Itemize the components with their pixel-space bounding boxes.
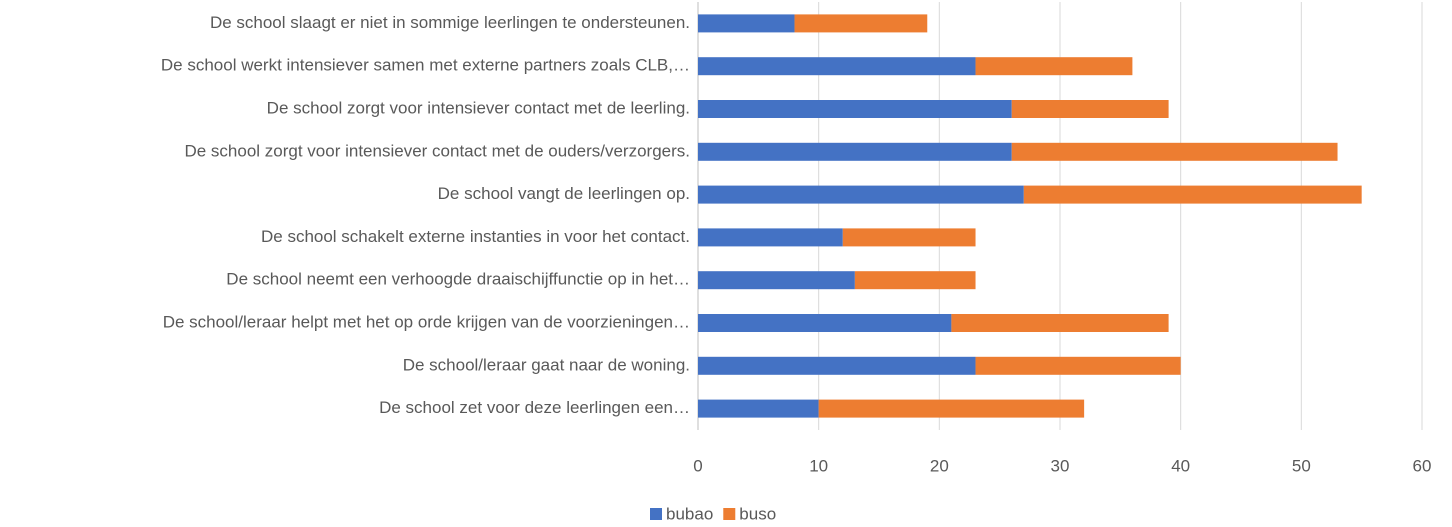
bar-segment — [1023, 185, 1362, 204]
bar-segment — [951, 314, 1169, 332]
y-tick-label: De school zorgt voor intensiever contact… — [267, 98, 690, 117]
bar-segment — [698, 228, 843, 247]
bar-segment — [842, 228, 976, 247]
x-tick-label: 40 — [1171, 456, 1190, 475]
legend-swatch — [723, 508, 736, 520]
bar-segment — [698, 185, 1024, 204]
bar-segment — [975, 57, 1133, 76]
legend-swatch — [650, 508, 662, 520]
x-tick-label: 20 — [930, 456, 949, 475]
y-tick-label: De school schakelt externe instanties in… — [261, 227, 690, 246]
bar-segment — [698, 356, 976, 375]
legend-label: buso — [739, 504, 776, 523]
legend-label: bubao — [666, 504, 713, 523]
bar-segment — [1011, 100, 1169, 118]
x-tick-label: 60 — [1413, 456, 1432, 475]
bar-segment — [698, 142, 1012, 161]
bar-segment — [698, 100, 1012, 118]
y-tick-label: De school werkt intensiever samen met ex… — [161, 56, 690, 75]
bar-segment — [854, 271, 976, 290]
y-tick-label: De school neemt een verhoogde draaischij… — [226, 270, 690, 289]
y-tick-label: De school vangt de leerlingen op. — [438, 184, 690, 203]
x-tick-label: 0 — [693, 456, 702, 475]
bar-segment — [1011, 142, 1338, 161]
bar-segment — [698, 399, 819, 418]
y-tick-label: De school slaagt er niet in sommige leer… — [210, 13, 690, 32]
bar-segment — [818, 399, 1085, 418]
x-tick-label: 50 — [1292, 456, 1311, 475]
bar-segment — [698, 57, 976, 76]
y-tick-label: De school zorgt voor intensiever contact… — [184, 141, 690, 160]
bar-segment — [794, 14, 928, 33]
x-tick-label: 10 — [809, 456, 828, 475]
bar-segment — [698, 314, 952, 332]
y-tick-label: De school/leraar gaat naar de woning. — [403, 355, 690, 374]
y-tick-label: De school zet voor deze leerlingen een… — [379, 398, 690, 417]
y-tick-label: De school/leraar helpt met het op orde k… — [163, 312, 690, 331]
x-tick-label: 30 — [1051, 456, 1070, 475]
bar-segment — [975, 356, 1181, 375]
bar-segment — [698, 14, 795, 33]
bar-segment — [698, 271, 855, 290]
